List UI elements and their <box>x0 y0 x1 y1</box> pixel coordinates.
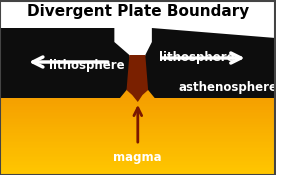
Bar <box>0 81 275 85</box>
Bar <box>0 116 275 120</box>
Bar <box>0 2 275 6</box>
Bar <box>0 110 275 114</box>
Bar <box>0 119 275 122</box>
Bar <box>0 151 275 155</box>
Bar <box>0 14 275 18</box>
Bar <box>0 93 275 96</box>
Bar <box>0 160 275 163</box>
Bar <box>0 145 275 149</box>
Bar <box>0 172 275 175</box>
Bar <box>0 17 275 20</box>
Bar <box>0 23 275 26</box>
Bar <box>0 122 275 125</box>
Bar <box>0 102 275 105</box>
Bar <box>0 136 275 140</box>
Bar <box>0 66 275 70</box>
Bar <box>0 11 275 15</box>
Bar <box>0 55 275 58</box>
Bar <box>0 142 275 146</box>
Bar <box>0 104 275 108</box>
Bar <box>0 0 275 3</box>
Bar <box>0 0 275 63</box>
Text: Divergent Plate Boundary: Divergent Plate Boundary <box>27 4 249 19</box>
Bar <box>0 52 275 55</box>
Bar <box>0 72 275 76</box>
Bar <box>0 58 275 61</box>
Bar <box>0 5 275 9</box>
Bar <box>0 139 275 143</box>
Polygon shape <box>126 55 148 102</box>
Bar <box>0 64 275 67</box>
Polygon shape <box>0 28 134 98</box>
Text: magma: magma <box>113 152 162 164</box>
Bar <box>0 169 275 172</box>
Bar <box>0 75 275 79</box>
Bar <box>0 46 275 50</box>
Text: lithosphere: lithosphere <box>159 51 235 65</box>
Bar <box>0 32 275 35</box>
Bar <box>0 34 275 38</box>
Bar <box>0 84 275 88</box>
Bar <box>0 87 275 90</box>
Bar <box>0 125 275 128</box>
Bar <box>0 49 275 52</box>
Text: asthenosphere: asthenosphere <box>178 82 277 95</box>
Bar <box>0 96 275 99</box>
Polygon shape <box>141 28 275 98</box>
Bar <box>0 157 275 160</box>
Bar <box>0 128 275 131</box>
Bar <box>0 69 275 73</box>
Bar <box>0 107 275 111</box>
Bar <box>0 40 275 44</box>
Bar <box>0 154 275 158</box>
Bar <box>0 166 275 169</box>
Bar <box>0 61 275 64</box>
Bar <box>0 29 275 32</box>
Bar <box>0 26 275 29</box>
Bar <box>0 113 275 117</box>
Bar <box>0 90 275 93</box>
Bar <box>0 163 275 166</box>
Bar <box>0 131 275 134</box>
Bar <box>0 8 275 12</box>
Bar <box>0 134 275 137</box>
Bar <box>0 20 275 23</box>
Bar <box>0 99 275 102</box>
Bar <box>0 78 275 82</box>
Bar <box>0 37 275 41</box>
Bar <box>0 148 275 152</box>
Text: lithosphere: lithosphere <box>49 58 124 72</box>
Bar <box>0 43 275 47</box>
